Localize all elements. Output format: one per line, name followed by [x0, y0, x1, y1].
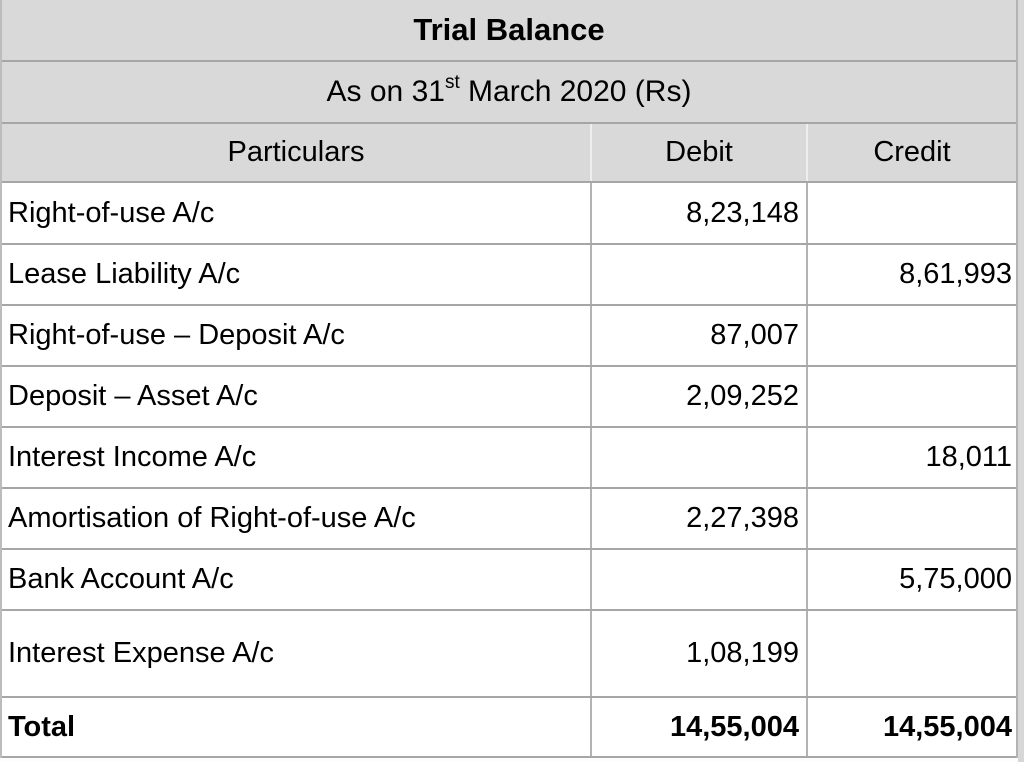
- column-header-row: Particulars Debit Credit: [2, 124, 1016, 183]
- debit-cell: 2,27,398: [590, 489, 806, 548]
- table-row: Bank Account A/c 5,75,000: [2, 550, 1016, 611]
- total-debit: 14,55,004: [590, 698, 806, 756]
- debit-cell: [590, 428, 806, 487]
- column-header-credit: Credit: [806, 124, 1016, 181]
- table-row: Interest Expense A/c 1,08,199: [2, 611, 1016, 698]
- subtitle-superscript: st: [444, 72, 460, 93]
- debit-cell: 2,09,252: [590, 367, 806, 426]
- debit-cell: 1,08,199: [590, 611, 806, 696]
- credit-cell: [806, 489, 1016, 548]
- column-header-debit: Debit: [590, 124, 806, 181]
- particulars-cell: Right-of-use – Deposit A/c: [8, 319, 345, 351]
- credit-cell: [806, 367, 1016, 426]
- total-credit: 14,55,004: [806, 698, 1016, 756]
- particulars-cell: Right-of-use A/c: [8, 196, 215, 229]
- right-margin-strip: [1018, 0, 1024, 762]
- credit-cell: 8,61,993: [806, 245, 1016, 304]
- credit-cell: 5,75,000: [806, 550, 1016, 609]
- debit-cell: [590, 550, 806, 609]
- particulars-cell: Deposit – Asset A/c: [8, 380, 258, 412]
- particulars-cell: Interest Expense A/c: [8, 637, 274, 669]
- credit-cell: 18,011: [806, 428, 1016, 487]
- bottom-margin-strip: [0, 758, 1018, 762]
- table-row: Right-of-use A/c 8,23,148: [2, 183, 1016, 245]
- table-row: Interest Income A/c 18,011: [2, 428, 1016, 489]
- table-row: Lease Liability A/c 8,61,993: [2, 245, 1016, 306]
- credit-cell: [806, 611, 1016, 696]
- table-row: Right-of-use – Deposit A/c 87,007: [2, 306, 1016, 367]
- debit-cell: 87,007: [590, 306, 806, 365]
- table-row: Amortisation of Right-of-use A/c 2,27,39…: [2, 489, 1016, 550]
- subtitle-text: As on 31st March 2020 (Rs): [326, 72, 692, 108]
- debit-cell: 8,23,148: [590, 183, 806, 243]
- particulars-cell: Interest Income A/c: [8, 441, 257, 473]
- particulars-cell: Lease Liability A/c: [8, 258, 241, 290]
- page-title: Trial Balance: [413, 12, 605, 47]
- table-title-row: Trial Balance: [2, 0, 1016, 62]
- particulars-cell: Amortisation of Right-of-use A/c: [8, 502, 416, 534]
- total-label: Total: [8, 710, 76, 743]
- debit-cell: [590, 245, 806, 304]
- table-row: Deposit – Asset A/c 2,09,252: [2, 367, 1016, 428]
- total-row: Total 14,55,004 14,55,004: [2, 698, 1016, 758]
- credit-cell: [806, 183, 1016, 243]
- particulars-cell: Bank Account A/c: [8, 563, 234, 595]
- table-subtitle-row: As on 31st March 2020 (Rs): [2, 62, 1016, 124]
- column-header-particulars: Particulars: [227, 136, 365, 168]
- credit-cell: [806, 306, 1016, 365]
